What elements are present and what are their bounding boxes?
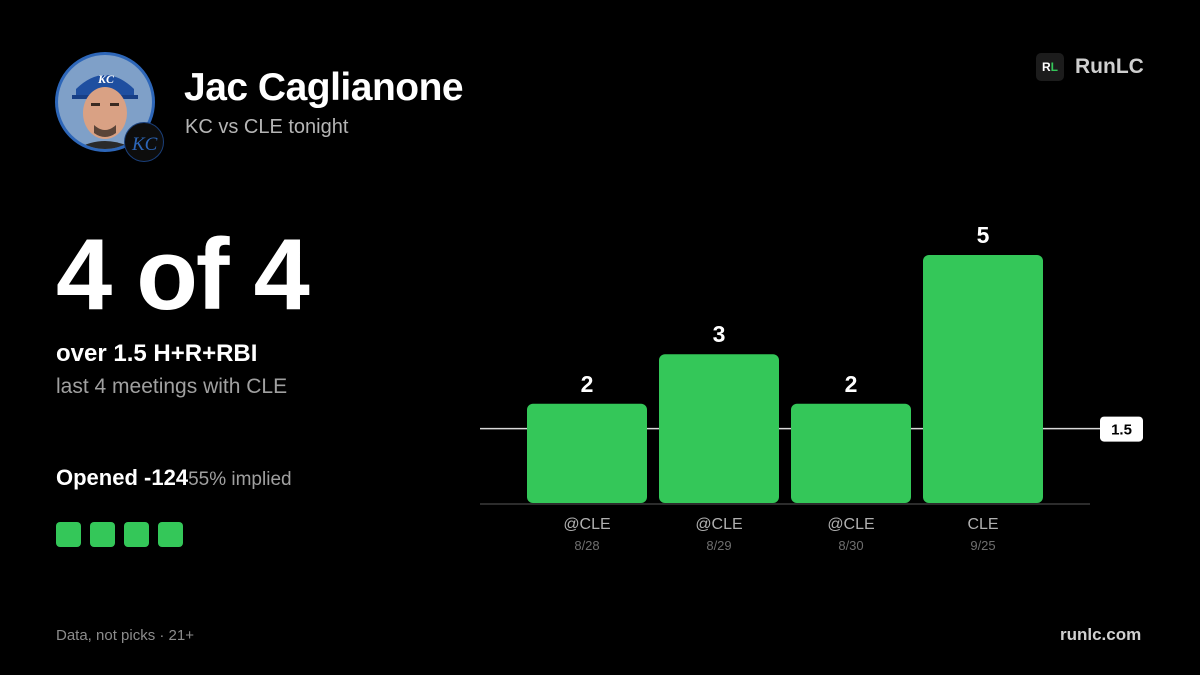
threshold-label: 1.5 — [1111, 422, 1132, 439]
x-tick-label: @CLE — [695, 516, 742, 533]
hit-square — [158, 522, 183, 547]
prop-line-text: over 1.5 H+R+RBI — [56, 340, 258, 367]
svg-text:KC: KC — [131, 134, 158, 155]
bar — [791, 403, 911, 503]
bar — [923, 255, 1043, 503]
opened-odds-row: Opened -12455% implied — [56, 465, 292, 491]
bar — [527, 403, 647, 503]
bar-value-label: 2 — [581, 371, 594, 397]
player-photo-icon: KC — [58, 55, 152, 149]
disclaimer-text: Data, not picks · 21+ — [56, 627, 194, 644]
opened-label: Opened — [56, 465, 138, 490]
threshold-tag — [1100, 416, 1143, 442]
hit-rate-headline: 4 of 4 — [56, 219, 310, 331]
x-tick-label: @CLE — [563, 516, 610, 533]
bar-value-label: 3 — [713, 321, 726, 347]
bar — [659, 354, 779, 503]
opened-odds: -124 — [144, 465, 189, 490]
matchup-text: KC vs CLE tonight — [185, 116, 349, 138]
hit-square — [124, 522, 149, 547]
brand-name: RunLC — [1075, 55, 1144, 78]
implied-probability: 55% implied — [188, 469, 292, 490]
brand-logo-icon: RL — [1036, 53, 1064, 81]
x-tick-label: @CLE — [827, 516, 874, 533]
x-date-label: 9/25 — [970, 538, 995, 553]
x-tick-label: CLE — [967, 516, 998, 533]
hit-squares — [56, 522, 183, 547]
site-url: runlc.com — [1060, 625, 1142, 644]
hit-square — [90, 522, 115, 547]
player-name: Jac Caglianone — [184, 66, 464, 109]
sample-context-text: last 4 meetings with CLE — [56, 375, 288, 398]
x-date-label: 8/29 — [706, 538, 731, 553]
bar-value-label: 2 — [845, 371, 858, 397]
player-avatar: KC — [55, 52, 155, 152]
x-date-label: 8/28 — [574, 538, 599, 553]
team-logo-icon: KC — [124, 122, 164, 162]
svg-text:KC: KC — [97, 72, 115, 86]
x-date-label: 8/30 — [838, 538, 863, 553]
hit-square — [56, 522, 81, 547]
bar-value-label: 5 — [977, 222, 990, 248]
